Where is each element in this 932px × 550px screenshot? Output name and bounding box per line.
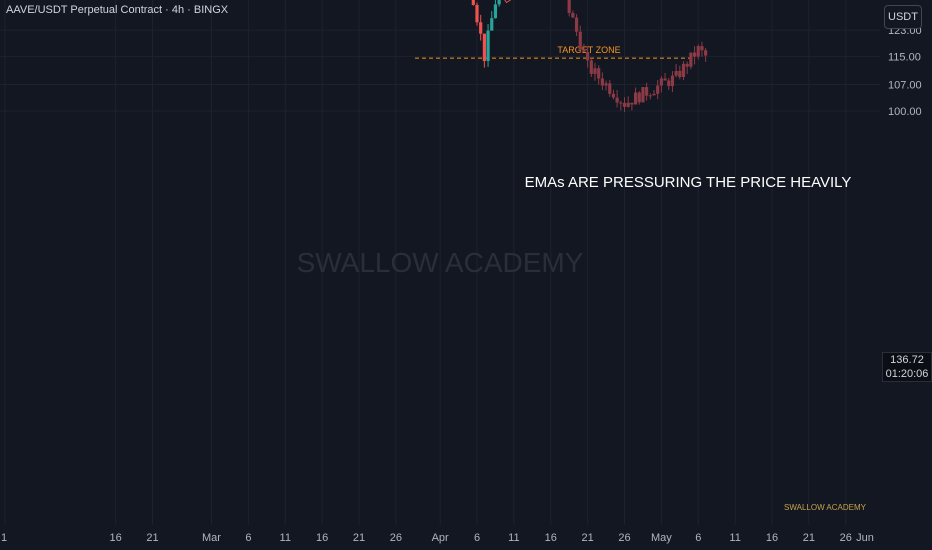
y-tick-label: 107.00 — [888, 80, 922, 92]
candle-body — [645, 87, 649, 96]
x-tick-label: 21 — [803, 532, 815, 544]
ema-lines — [504, 0, 512, 4]
candle-body — [663, 78, 667, 81]
candle-body — [619, 102, 623, 104]
symbol-title: AAVE/USDT Perpetual Contract · 4h · BING… — [6, 4, 229, 16]
x-axis: 1 16 21 Mar 6 11 16 21 26 Apr 6 11 16 21 26 May 6 11 16 21 2… — [1, 532, 874, 544]
candle-body — [704, 50, 708, 56]
watermark-text: SWALLOW ACADEMY — [297, 247, 584, 278]
candle-body — [493, 4, 498, 19]
x-tick-label: 6 — [245, 532, 251, 544]
candle-body — [622, 102, 627, 107]
grid — [0, 0, 880, 525]
candle-body — [479, 22, 483, 34]
candle-body — [471, 0, 475, 5]
candle-body — [586, 51, 590, 61]
x-tick-label: 11 — [729, 532, 740, 544]
x-tick-label: May — [651, 532, 672, 544]
candle-body — [589, 60, 593, 74]
x-tick-label: 11 — [508, 532, 519, 544]
candle-body — [689, 52, 693, 67]
candle-body — [685, 63, 689, 67]
candle-body — [692, 52, 697, 57]
candle-body — [696, 46, 700, 57]
candle-body — [597, 68, 601, 79]
last-price-tag: 136.72 01:20:06 — [882, 352, 932, 382]
x-tick-label: 6 — [474, 532, 480, 544]
candles — [471, 0, 708, 112]
x-tick-label: 11 — [280, 532, 291, 544]
x-tick-label: 21 — [353, 532, 365, 544]
candle-body — [611, 93, 616, 98]
candle-body — [700, 46, 704, 51]
headline-annotation: EMAs ARE PRESSURING THE PRICE HEAVILY — [525, 174, 852, 191]
candle-body — [582, 49, 586, 52]
candle-body — [656, 85, 660, 94]
candle-body — [667, 80, 671, 87]
x-tick-label: 21 — [146, 532, 158, 544]
candle-body — [681, 63, 686, 78]
x-tick-label: 26 — [618, 532, 630, 544]
candle-body — [633, 92, 638, 105]
candle-body — [637, 92, 641, 103]
x-tick-label: 16 — [545, 532, 557, 544]
candle-body — [615, 97, 619, 103]
x-tick-label: 26 — [840, 532, 852, 544]
candle-body — [659, 78, 663, 86]
x-tick-label: 21 — [582, 532, 594, 544]
candle-body — [574, 17, 579, 32]
candle-body — [641, 87, 645, 103]
candle-body — [604, 83, 608, 86]
candle-body — [567, 0, 571, 13]
candle-body — [497, 0, 501, 5]
last-price-value: 136.72 — [890, 354, 924, 366]
x-tick-label: 16 — [766, 532, 778, 544]
candle-body — [608, 83, 612, 94]
level-lines: TARGET ZONE — [415, 45, 695, 59]
candle-body — [678, 70, 682, 78]
currency-button[interactable]: USDT — [884, 5, 922, 29]
ema-fast-line — [504, 0, 512, 4]
candle-body — [648, 95, 652, 97]
candle-body — [630, 102, 634, 105]
candle-body — [475, 4, 479, 23]
candle-body — [486, 30, 490, 61]
y-tick-label: 100.00 — [888, 106, 922, 118]
candle-body — [600, 78, 604, 86]
candle-body — [578, 31, 582, 50]
candle-body — [674, 70, 678, 76]
y-tick-label: 115.00 — [888, 51, 921, 63]
x-tick-label: Apr — [432, 532, 449, 544]
candle-countdown: 01:20:06 — [885, 368, 929, 380]
x-tick-label: 16 — [110, 532, 122, 544]
x-tick-label: 1 — [1, 532, 7, 544]
candle-body — [482, 33, 486, 61]
candle-body — [670, 75, 675, 87]
candle-body — [652, 93, 656, 96]
x-tick-label: Mar — [202, 532, 221, 544]
candle-body — [626, 102, 630, 107]
x-tick-label: Jun — [856, 532, 874, 544]
signature-text: SWALLOW ACADEMY — [784, 503, 867, 512]
x-tick-label: 6 — [695, 532, 701, 544]
x-tick-label: 16 — [316, 532, 328, 544]
x-tick-label: 26 — [390, 532, 402, 544]
candle-body — [571, 12, 575, 18]
target-zone-label: TARGET ZONE — [557, 45, 620, 55]
candle-body — [593, 68, 597, 74]
candle-body — [490, 18, 494, 31]
